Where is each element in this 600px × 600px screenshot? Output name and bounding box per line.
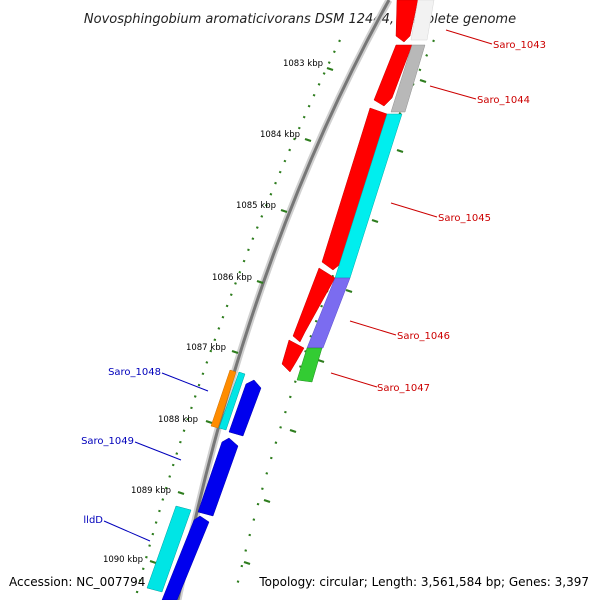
gene-llld-gene[interactable] [146,505,192,593]
tick-label: 1084 kbp [260,130,300,140]
tick-mark [243,560,251,566]
tick-mark [317,358,325,364]
tick-label: 1090 kbp [103,555,143,565]
tick-label: 1087 kbp [186,343,226,353]
inner-ticks [243,78,427,566]
leader-saro-1046 [349,320,397,336]
tick-mark [205,419,213,425]
gene-saro-1047-gene[interactable] [296,347,323,383]
tick-mark [371,218,379,224]
gene-label[interactable]: Saro_1049 [81,436,134,447]
gene-saro-1048-cds[interactable] [228,379,262,437]
tick-label: 1088 kbp [158,415,198,425]
tick-mark [419,78,427,84]
gene-saro-1044-cds[interactable] [373,44,413,107]
genome-summary-text: Topology: circular; Length: 3,561,584 bp… [258,575,589,589]
gene-saro-1045-cds[interactable] [321,107,388,271]
tick-label: 1089 kbp [131,486,171,496]
genome-backbone-line [176,0,391,600]
gene-label[interactable]: Saro_1046 [397,331,450,342]
major-ticks [149,66,334,565]
gene-label[interactable]: Saro_1048 [108,367,161,378]
leader-llld [103,520,151,542]
tick-mark [231,349,239,355]
gene-saro-1043-gene[interactable] [410,0,435,41]
gene-saro-1046-cds[interactable] [292,267,336,343]
gene-label[interactable]: Saro_1047 [377,383,430,394]
tick-mark [345,288,353,294]
tick-mark [280,208,288,214]
tick-label: 1085 kbp [236,201,276,211]
tick-mark [149,559,157,565]
gene-label[interactable]: Saro_1045 [438,213,491,224]
leader-saro-1047 [330,372,378,388]
leader-saro-1049 [134,441,182,461]
label-leaders [103,29,493,542]
gene-label[interactable]: Saro_1043 [493,40,546,51]
tick-label: 1083 kbp [283,59,323,69]
leader-saro-1044 [429,85,477,100]
tick-label: 1086 kbp [212,273,252,283]
gene-label[interactable]: lldD [83,515,103,526]
tick-mark [326,66,334,72]
tick-mark [304,137,312,143]
gene-llld-cds[interactable] [161,515,210,600]
gene-saro-1047-cds[interactable] [281,339,305,373]
genome-title: Novosphingobium aromaticivorans DSM 1244… [84,12,516,27]
gene-label[interactable]: Saro_1044 [477,95,530,106]
gene-saro-1046-gene[interactable] [306,277,351,349]
tick-mark [396,148,404,154]
tick-mark [263,498,271,504]
leader-saro-1048 [161,372,209,392]
gene-saro-1049-cds[interactable] [197,437,239,517]
tick-mark [256,279,264,285]
leader-saro-1043 [445,29,493,45]
leader-saro-1045 [390,202,438,218]
gene-saro-1048-cyan[interactable] [218,371,246,431]
tick-mark [177,490,185,496]
tick-mark [289,428,297,434]
gene-saro-1044-gene[interactable] [390,44,426,113]
gene-saro-1048-orange[interactable] [210,369,237,429]
gene-saro-1043-cds[interactable] [395,0,419,43]
accession-text: Accession: NC_007794 [9,575,145,589]
